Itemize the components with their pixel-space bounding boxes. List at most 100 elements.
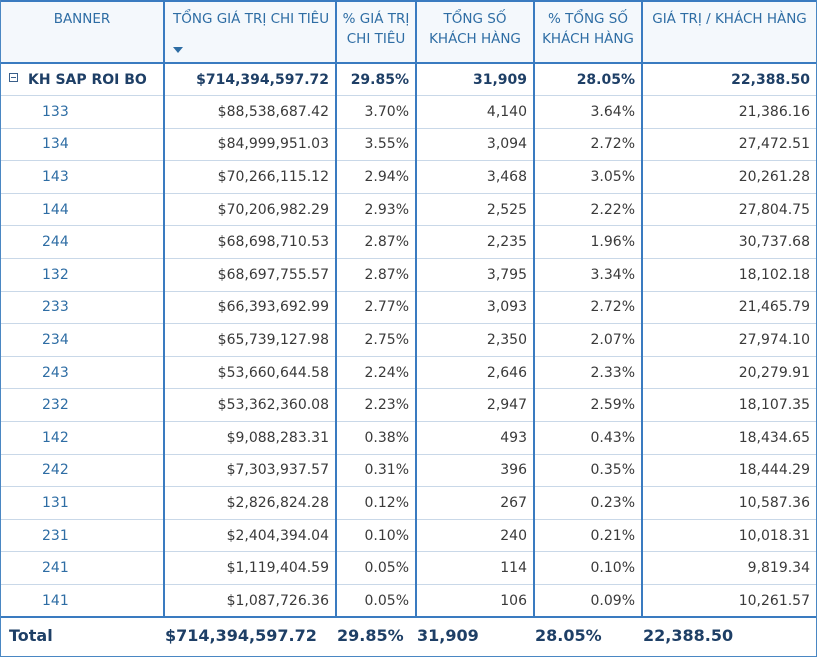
- table-row[interactable]: 231 $2,404,394.04 0.10% 240 0.21% 10,018.31: [1, 519, 816, 553]
- column-header-total-spend[interactable]: TỔNG GIÁ TRỊ CHI TIÊU: [163, 0, 336, 64]
- pct-spend-cell: 0.10%: [335, 519, 416, 553]
- pct-customers-cell: 2.72%: [533, 291, 642, 325]
- sort-descending-icon[interactable]: [173, 47, 183, 53]
- total-customers-cell: 2,947: [415, 388, 534, 423]
- pct-customers-cell: 0.21%: [533, 519, 642, 553]
- pct-spend-cell: 2.24%: [335, 356, 416, 390]
- group-pct-spend: 29.85%: [335, 63, 416, 97]
- table-row[interactable]: 244 $68,698,710.53 2.87% 2,235 1.96% 30,737.6…: [1, 225, 816, 260]
- banner-cell: 134: [1, 128, 164, 162]
- collapse-minus-icon[interactable]: [9, 73, 18, 83]
- table-row[interactable]: 134 $84,999,951.03 3.55% 3,094 2.72% 27,472.5…: [1, 128, 816, 162]
- pct-customers-cell: 0.09%: [533, 584, 642, 618]
- column-header-pct-spend[interactable]: % GIÁ TRỊ CHI TIÊU: [335, 0, 416, 64]
- banner-cell: 232: [1, 388, 164, 423]
- total-spend-cell: $68,698,710.53: [163, 225, 336, 260]
- table-row[interactable]: 142 $9,088,283.31 0.38% 493 0.43% 18,434.65: [1, 421, 816, 455]
- value-per-customer-cell: 30,737.68: [641, 225, 816, 260]
- column-header-total-customers[interactable]: TỔNG SỐ KHÁCH HÀNG: [415, 0, 534, 64]
- total-customers-cell: 2,525: [415, 193, 534, 227]
- value-per-customer-cell: 10,018.31: [641, 519, 816, 553]
- value-per-customer-cell: 21,386.16: [641, 95, 816, 129]
- table-row[interactable]: 132 $68,697,755.57 2.87% 3,795 3.34% 18,102.1…: [1, 258, 816, 292]
- table-row[interactable]: 131 $2,826,824.28 0.12% 267 0.23% 10,587.36: [1, 486, 816, 520]
- table-row[interactable]: 144 $70,206,982.29 2.93% 2,525 2.22% 27,804.7…: [1, 193, 816, 227]
- column-header-label-line2: CHI TIÊU: [346, 31, 406, 47]
- pct-customers-cell: 3.05%: [533, 160, 642, 194]
- table-row[interactable]: 243 $53,660,644.58 2.24% 2,646 2.33% 20,279.9…: [1, 356, 816, 390]
- value-per-customer-cell: 18,434.65: [641, 421, 816, 455]
- total-spend-cell: $70,266,115.12: [163, 160, 336, 194]
- pct-customers-cell: 0.43%: [533, 421, 642, 455]
- total-spend-cell: $53,660,644.58: [163, 356, 336, 390]
- column-header-label: GIÁ TRỊ / KHÁCH HÀNG: [652, 11, 807, 27]
- pct-spend-cell: 2.75%: [335, 323, 416, 357]
- total-spend-cell: $65,739,127.98: [163, 323, 336, 357]
- total-spend-cell: $2,826,824.28: [163, 486, 336, 520]
- total-spend-cell: $1,087,726.36: [163, 584, 336, 618]
- table-row[interactable]: 242 $7,303,937.57 0.31% 396 0.35% 18,444.29: [1, 454, 816, 488]
- table-row[interactable]: 233 $66,393,692.99 2.77% 3,093 2.72% 21,465.7…: [1, 291, 816, 325]
- column-header-label: TỔNG GIÁ TRỊ CHI TIÊU: [173, 11, 330, 27]
- total-customers-cell: 4,140: [415, 95, 534, 129]
- total-pct-spend: 29.85%: [336, 616, 416, 654]
- total-spend-cell: $88,538,687.42: [163, 95, 336, 129]
- table-row[interactable]: 133 $88,538,687.42 3.70% 4,140 3.64% 21,386.1…: [1, 95, 816, 129]
- banner-cell: 141: [1, 584, 164, 618]
- pct-customers-cell: 3.34%: [533, 258, 642, 292]
- pct-customers-cell: 0.10%: [533, 551, 642, 585]
- column-header-banner[interactable]: BANNER: [1, 0, 164, 64]
- banner-cell: 133: [1, 95, 164, 129]
- group-label-cell: KH SAP ROI BO: [1, 63, 164, 97]
- total-row: Total $714,394,597.72 29.85% 31,909 28.0…: [1, 616, 816, 654]
- total-customers-cell: 3,795: [415, 258, 534, 292]
- pct-spend-cell: 3.70%: [335, 95, 416, 129]
- group-pct-customers: 28.05%: [533, 63, 642, 97]
- pct-customers-cell: 3.64%: [533, 95, 642, 129]
- value-per-customer-cell: 9,819.34: [641, 551, 816, 585]
- banner-cell: 233: [1, 291, 164, 325]
- value-per-customer-cell: 18,102.18: [641, 258, 816, 292]
- banner-cell: 244: [1, 225, 164, 260]
- table-row[interactable]: 241 $1,119,404.59 0.05% 114 0.10% 9,819.34: [1, 551, 816, 585]
- total-customers-cell: 493: [415, 421, 534, 455]
- table-row[interactable]: 234 $65,739,127.98 2.75% 2,350 2.07% 27,974.1…: [1, 323, 816, 357]
- total-customers-cell: 240: [415, 519, 534, 553]
- group-value-per-customer: 22,388.50: [641, 63, 816, 97]
- value-per-customer-cell: 10,587.36: [641, 486, 816, 520]
- column-header-pct-customers[interactable]: % TỔNG SỐ KHÁCH HÀNG: [533, 0, 642, 64]
- total-customers: 31,909: [416, 616, 534, 654]
- banner-cell: 131: [1, 486, 164, 520]
- banner-cell: 243: [1, 356, 164, 390]
- pct-spend-cell: 3.55%: [335, 128, 416, 162]
- value-per-customer-cell: 27,974.10: [641, 323, 816, 357]
- total-spend-cell: $7,303,937.57: [163, 454, 336, 488]
- column-header-label: BANNER: [53, 11, 111, 27]
- total-spend-cell: $68,697,755.57: [163, 258, 336, 292]
- value-per-customer-cell: 18,107.35: [641, 388, 816, 423]
- group-label: KH SAP ROI BO: [28, 71, 147, 88]
- value-per-customer-cell: 18,444.29: [641, 454, 816, 488]
- header-row: BANNER TỔNG GIÁ TRỊ CHI TIÊU % GIÁ TRỊ CH…: [1, 0, 816, 64]
- banner-cell: 144: [1, 193, 164, 227]
- banner-cell: 132: [1, 258, 164, 292]
- pct-spend-cell: 0.05%: [335, 551, 416, 585]
- total-spend-cell: $1,119,404.59: [163, 551, 336, 585]
- value-per-customer-cell: 20,261.28: [641, 160, 816, 194]
- column-header-label-line2: KHÁCH HÀNG: [542, 31, 634, 47]
- table-row[interactable]: 143 $70,266,115.12 2.94% 3,468 3.05% 20,261.2…: [1, 160, 816, 194]
- pct-customers-cell: 2.22%: [533, 193, 642, 227]
- table-row[interactable]: 232 $53,362,360.08 2.23% 2,947 2.59% 18,107.3…: [1, 388, 816, 423]
- value-per-customer-cell: 21,465.79: [641, 291, 816, 325]
- column-header-value-per-customer[interactable]: GIÁ TRỊ / KHÁCH HÀNG: [641, 0, 816, 64]
- total-spend-cell: $9,088,283.31: [163, 421, 336, 455]
- total-customers-cell: 2,235: [415, 225, 534, 260]
- banner-cell: 234: [1, 323, 164, 357]
- total-customers-cell: 2,350: [415, 323, 534, 357]
- value-per-customer-cell: 10,261.57: [641, 584, 816, 618]
- pct-customers-cell: 2.07%: [533, 323, 642, 357]
- pct-spend-cell: 0.12%: [335, 486, 416, 520]
- table-row[interactable]: 141 $1,087,726.36 0.05% 106 0.09% 10,261.57: [1, 584, 816, 618]
- column-header-label-line1: % GIÁ TRỊ: [342, 11, 410, 27]
- total-customers-cell: 3,094: [415, 128, 534, 162]
